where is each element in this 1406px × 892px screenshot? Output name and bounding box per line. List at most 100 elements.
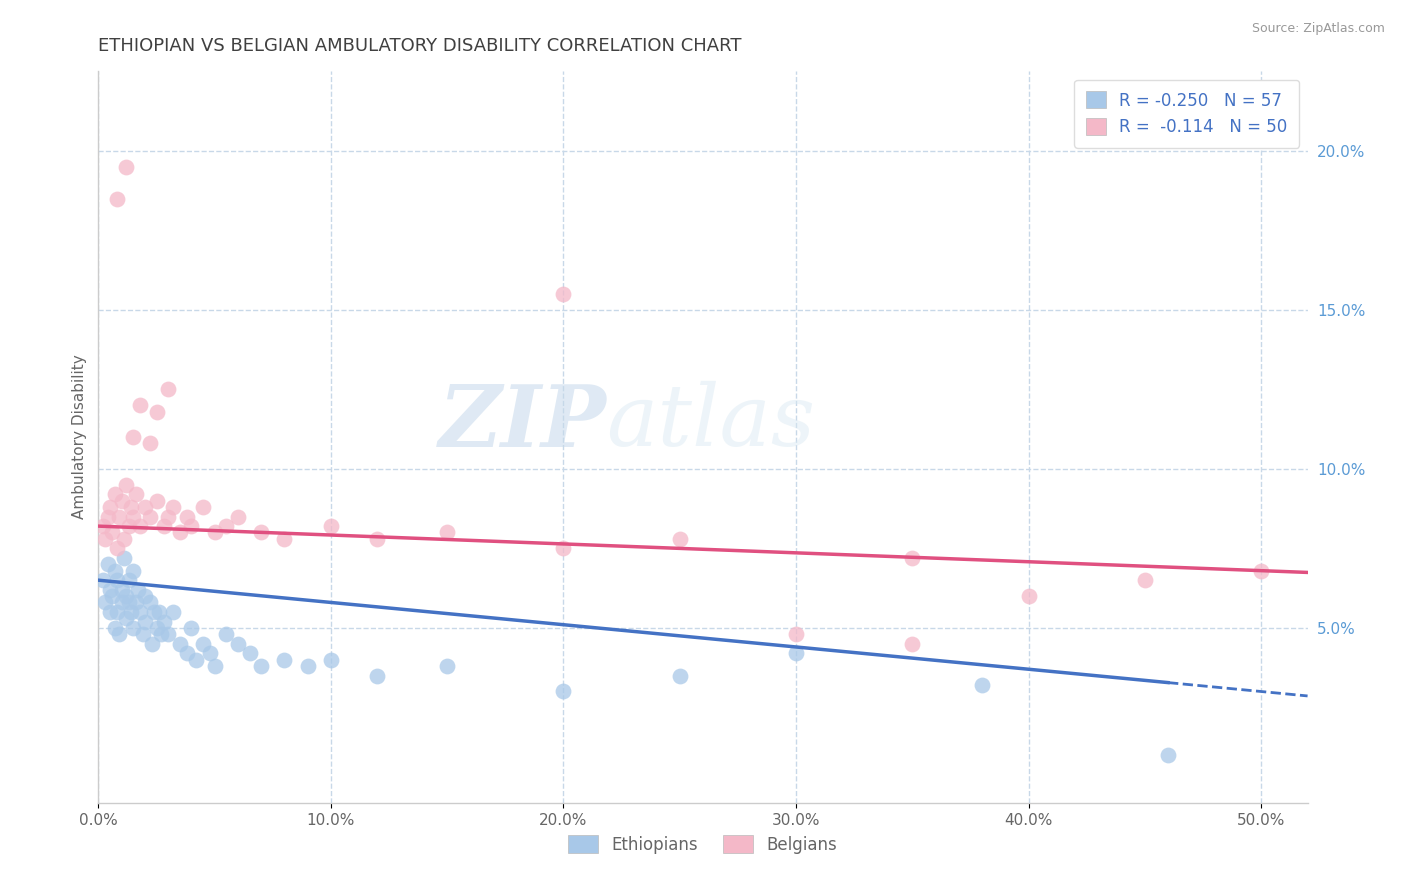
Point [138, 509, 160, 524]
Point [176, 509, 198, 524]
Text: ZIP: ZIP [439, 381, 606, 464]
Point [250, 525, 273, 540]
Point [129, 605, 152, 619]
Point [91, 573, 114, 587]
Point [118, 595, 141, 609]
Point [1133, 573, 1156, 587]
Point [101, 589, 124, 603]
Point [98, 605, 121, 619]
Point [215, 519, 238, 533]
Point [145, 493, 167, 508]
Point [204, 525, 226, 540]
Point [111, 595, 134, 609]
Point [180, 519, 202, 533]
Point [94, 595, 117, 609]
Point [436, 659, 458, 673]
Point [145, 621, 167, 635]
Point [157, 383, 180, 397]
Point [122, 430, 145, 444]
Point [120, 605, 142, 619]
Point [122, 509, 145, 524]
Point [366, 668, 388, 682]
Point [150, 627, 173, 641]
Point [138, 436, 160, 450]
Point [91, 519, 114, 533]
Point [226, 637, 249, 651]
Point [118, 519, 141, 533]
Point [184, 653, 207, 667]
Point [112, 532, 135, 546]
Point [111, 493, 134, 508]
Point [191, 637, 214, 651]
Point [134, 615, 156, 629]
Point [145, 404, 167, 418]
Point [105, 605, 128, 619]
Point [436, 525, 458, 540]
Point [180, 621, 202, 635]
Point [101, 525, 124, 540]
Point [108, 627, 131, 641]
Point [198, 646, 221, 660]
Point [152, 519, 174, 533]
Point [115, 160, 138, 174]
Point [215, 627, 238, 641]
Point [129, 519, 152, 533]
Point [668, 668, 690, 682]
Text: ETHIOPIAN VS BELGIAN AMBULATORY DISABILITY CORRELATION CHART: ETHIOPIAN VS BELGIAN AMBULATORY DISABILI… [98, 37, 742, 54]
Point [104, 487, 127, 501]
Point [105, 192, 128, 206]
Point [122, 564, 145, 578]
Point [273, 532, 295, 546]
Text: Source: ZipAtlas.com: Source: ZipAtlas.com [1251, 22, 1385, 36]
Point [157, 627, 180, 641]
Point [134, 589, 156, 603]
Point [124, 487, 146, 501]
Point [108, 509, 131, 524]
Point [319, 653, 342, 667]
Point [239, 646, 262, 660]
Point [1157, 748, 1180, 763]
Point [129, 398, 152, 412]
Point [1018, 589, 1040, 603]
Y-axis label: Ambulatory Disability: Ambulatory Disability [72, 355, 87, 519]
Point [112, 550, 135, 565]
Point [124, 595, 146, 609]
Point [115, 589, 138, 603]
Point [191, 500, 214, 514]
Point [901, 550, 924, 565]
Point [97, 509, 120, 524]
Point [176, 646, 198, 660]
Point [115, 611, 138, 625]
Point [141, 637, 163, 651]
Point [104, 564, 127, 578]
Legend: Ethiopians, Belgians: Ethiopians, Belgians [562, 829, 844, 860]
Point [148, 605, 170, 619]
Point [319, 519, 342, 533]
Point [105, 541, 128, 556]
Point [162, 605, 184, 619]
Point [366, 532, 388, 546]
Point [143, 605, 166, 619]
Point [138, 595, 160, 609]
Point [111, 582, 134, 597]
Point [98, 500, 121, 514]
Point [169, 525, 191, 540]
Point [94, 532, 117, 546]
Point [1250, 564, 1272, 578]
Point [970, 678, 993, 692]
Point [668, 532, 690, 546]
Point [105, 573, 128, 587]
Point [273, 653, 295, 667]
Point [97, 558, 120, 572]
Point [901, 637, 924, 651]
Point [226, 509, 249, 524]
Point [104, 621, 127, 635]
Point [162, 500, 184, 514]
Point [157, 509, 180, 524]
Point [169, 637, 191, 651]
Point [204, 659, 226, 673]
Point [553, 684, 575, 698]
Point [297, 659, 319, 673]
Point [120, 500, 142, 514]
Point [118, 573, 141, 587]
